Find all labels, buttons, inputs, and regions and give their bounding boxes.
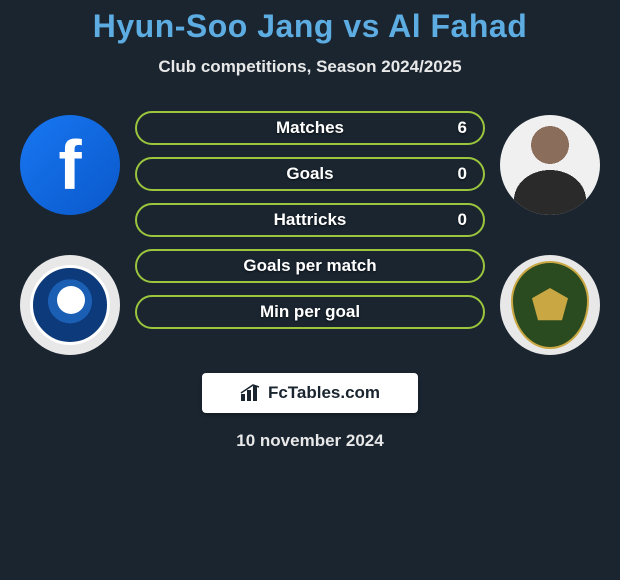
stat-label: Goals per match <box>243 256 376 276</box>
player-photo-icon <box>500 115 600 215</box>
main-area: f Matches 6 Goals 0 Hattricks 0 Goals pe… <box>0 107 620 355</box>
stat-value-right: 6 <box>458 118 467 138</box>
stat-row-min-per-goal: Min per goal <box>135 295 485 329</box>
facebook-icon: f <box>20 115 120 215</box>
brand-box: FcTables.com <box>202 373 418 413</box>
page-title: Hyun-Soo Jang vs Al Fahad <box>0 8 620 45</box>
stat-label: Goals <box>286 164 333 184</box>
stat-row-goals: Goals 0 <box>135 157 485 191</box>
stat-label: Matches <box>276 118 344 138</box>
player-right-avatar <box>500 115 600 215</box>
subtitle: Club competitions, Season 2024/2025 <box>0 57 620 77</box>
bar-chart-icon <box>240 384 262 402</box>
date-label: 10 november 2024 <box>0 431 620 451</box>
crest-icon <box>30 265 110 345</box>
stats-column: Matches 6 Goals 0 Hattricks 0 Goals per … <box>135 107 485 329</box>
stat-row-matches: Matches 6 <box>135 111 485 145</box>
comparison-card: Hyun-Soo Jang vs Al Fahad Club competiti… <box>0 0 620 451</box>
stat-label: Min per goal <box>260 302 360 322</box>
right-column <box>500 107 600 355</box>
stat-label: Hattricks <box>274 210 347 230</box>
club-right-badge <box>500 255 600 355</box>
stat-value-right: 0 <box>458 210 467 230</box>
player-left-avatar: f <box>20 115 120 215</box>
club-left-badge <box>20 255 120 355</box>
stat-value-right: 0 <box>458 164 467 184</box>
brand-name: FcTables.com <box>268 383 380 403</box>
stat-row-hattricks: Hattricks 0 <box>135 203 485 237</box>
left-column: f <box>20 107 120 355</box>
crest-icon <box>511 261 589 349</box>
stat-row-goals-per-match: Goals per match <box>135 249 485 283</box>
